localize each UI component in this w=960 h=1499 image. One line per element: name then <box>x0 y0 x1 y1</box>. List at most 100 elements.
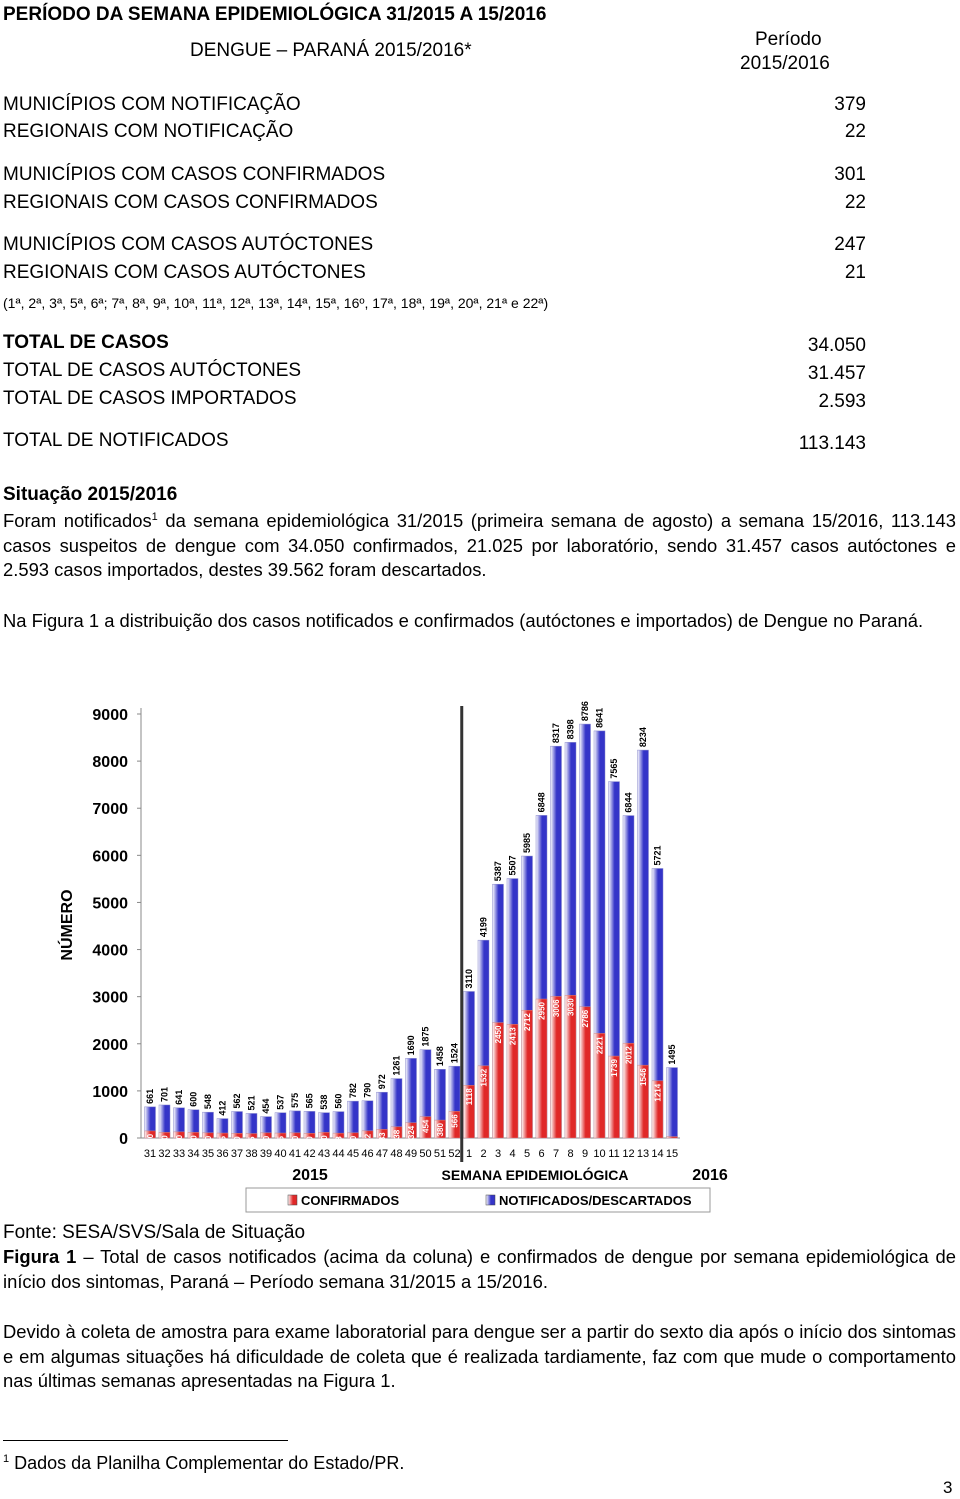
value-label: 105 <box>277 1136 286 1150</box>
x-tick-label: 32 <box>158 1148 170 1160</box>
value-label: 1261 <box>392 1056 402 1076</box>
value-label: 600 <box>189 1092 199 1107</box>
bar <box>347 1132 359 1139</box>
bar <box>173 1131 185 1139</box>
value-label: 412 <box>218 1101 228 1116</box>
x-tick-label: 43 <box>318 1148 330 1160</box>
value-label: 538 <box>319 1095 329 1110</box>
y-tick-label: 3000 <box>92 990 128 1007</box>
legend-swatch <box>485 1194 496 1206</box>
bar <box>666 1136 678 1139</box>
bar <box>651 1080 664 1139</box>
legend-swatch <box>287 1194 298 1206</box>
y-axis-title: NÚMERO <box>57 889 76 960</box>
bar <box>289 1132 301 1139</box>
value-label: 8398 <box>566 719 576 739</box>
row-label: REGIONAIS COM CASOS CONFIRMADOS <box>3 192 378 213</box>
row-label: MUNICÍPIOS COM CASOS CONFIRMADOS <box>3 164 386 185</box>
value-label: 454 <box>422 1119 431 1133</box>
bar <box>332 1132 345 1139</box>
value-label: 120 <box>161 1135 170 1149</box>
x-tick-label: 2 <box>480 1148 486 1160</box>
x-tick-label: 33 <box>173 1148 185 1160</box>
x-tick-label: 9 <box>582 1148 588 1160</box>
total-value: 31.457 <box>807 363 866 384</box>
value-label: 1214 <box>654 1083 663 1101</box>
total-label: TOTAL DE CASOS <box>3 332 169 353</box>
value-label: 575 <box>290 1093 300 1108</box>
value-label: 454 <box>261 1099 271 1114</box>
x-tick-label: 52 <box>448 1148 460 1160</box>
x-tick-label: 40 <box>274 1148 286 1160</box>
bar <box>477 1065 490 1139</box>
value-label: 2221 <box>596 1036 605 1054</box>
x-axis-title: SEMANA EPIDEMIOLÓGICA <box>442 1166 629 1183</box>
value-label: 103 <box>335 1136 344 1150</box>
y-tick-label: 9000 <box>92 707 128 724</box>
bar <box>564 995 577 1139</box>
y-tick-label: 7000 <box>92 801 128 818</box>
total-label: TOTAL DE NOTIFICADOS <box>3 430 229 451</box>
figure-caption: Figura 1 – Total de casos notificados (a… <box>3 1245 956 1294</box>
value-label: 565 <box>305 1093 315 1108</box>
y-tick-label: 8000 <box>92 754 128 771</box>
x-tick-label: 46 <box>361 1148 373 1160</box>
footnote-number: 1 <box>3 1453 10 1465</box>
value-label: 2012 <box>625 1046 634 1064</box>
value-label: 701 <box>160 1087 170 1102</box>
section-title: Situação 2015/2016 <box>3 484 178 505</box>
x-tick-label: 7 <box>553 1148 559 1160</box>
paragraph: Na Figura 1 a distribuição dos casos not… <box>3 610 924 631</box>
bar <box>144 1130 156 1139</box>
value-label: 2950 <box>538 1001 547 1019</box>
value-label: 8641 <box>595 708 605 728</box>
x-tick-label: 47 <box>376 1148 388 1160</box>
value-label: 1495 <box>667 1045 677 1065</box>
y-tick-label: 5000 <box>92 895 128 912</box>
row-label: MUNICÍPIOS COM NOTIFICAÇÃO <box>3 94 301 115</box>
footnote-text: Dados da Planilha Complementar do Estado… <box>14 1453 405 1473</box>
row-label: REGIONAIS COM NOTIFICAÇÃO <box>3 121 294 142</box>
bar <box>593 1033 606 1139</box>
figure-source: Fonte: SESA/SVS/Sala de Situação <box>3 1222 306 1243</box>
value-label: 2413 <box>509 1027 518 1045</box>
row-value: 247 <box>834 234 866 255</box>
value-label: 5387 <box>493 861 503 881</box>
bar <box>274 1132 287 1139</box>
footnote-ref: 1 <box>151 510 158 523</box>
value-label: 1118 <box>465 1088 474 1105</box>
x-tick-label: 11 <box>608 1148 619 1160</box>
bar <box>419 1116 432 1139</box>
value-label: 1524 <box>450 1043 460 1063</box>
x-tick-label: 6 <box>538 1148 544 1160</box>
value-label: 2712 <box>523 1013 532 1031</box>
value-label: 2450 <box>494 1025 503 1043</box>
year-label: 2016 <box>692 1167 728 1184</box>
value-label: 7565 <box>609 759 619 779</box>
row-value: 379 <box>834 94 866 115</box>
value-label: 5721 <box>653 845 663 865</box>
value-label: 4199 <box>479 917 489 937</box>
bar <box>448 1111 461 1139</box>
x-tick-label: 37 <box>231 1148 243 1160</box>
bar <box>303 1133 316 1139</box>
x-tick-label: 41 <box>289 1148 301 1160</box>
x-tick-label: 44 <box>332 1148 344 1160</box>
total-value: 34.050 <box>807 335 866 356</box>
x-tick-label: 36 <box>216 1148 228 1160</box>
value-label: 8234 <box>638 727 648 747</box>
bar <box>434 1119 446 1139</box>
x-tick-label: 39 <box>260 1148 272 1160</box>
bar <box>376 1129 388 1139</box>
value-label: 130 <box>175 1134 184 1148</box>
x-tick-label: 5 <box>524 1148 530 1160</box>
value-label: 972 <box>377 1074 387 1089</box>
legend-box <box>245 1187 711 1213</box>
x-tick-label: 1 <box>466 1148 472 1160</box>
x-tick-label: 50 <box>419 1148 431 1160</box>
period-label: Período <box>755 29 822 50</box>
value-label: 1458 <box>435 1046 445 1066</box>
row-value: 22 <box>844 192 866 213</box>
value-label: 1546 <box>639 1068 648 1086</box>
